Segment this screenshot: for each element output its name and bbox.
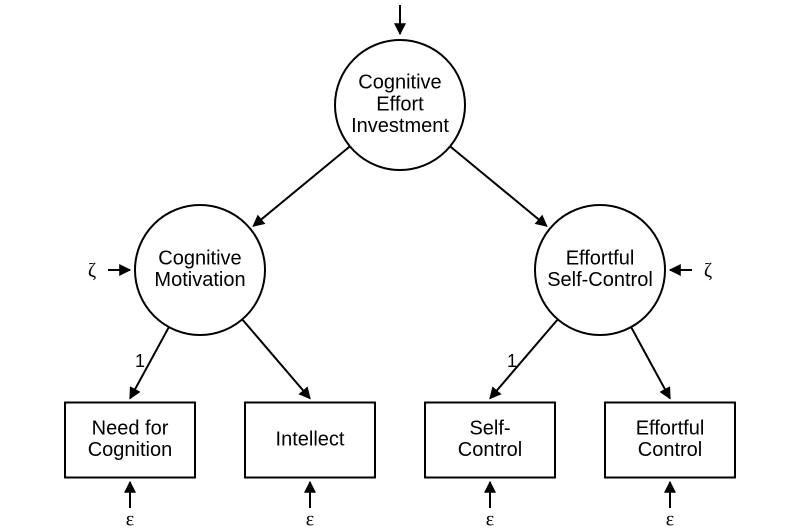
epsilon-label-1: ε [306, 509, 314, 530]
effsc-label-line: Effortful [566, 247, 635, 269]
cogmot-label-line: Motivation [154, 269, 245, 291]
root-label-line: Cognitive [358, 72, 441, 94]
zeta-right-label: ζ [704, 260, 712, 282]
diagram-canvas: CognitiveEffortInvestmentCognitiveMotiva… [0, 0, 800, 530]
zeta-left-label: ζ [88, 260, 96, 282]
epsilon-label-3: ε [666, 509, 674, 530]
effsc-label-line: Self-Control [547, 269, 653, 291]
nfc-label-line: Cognition [88, 439, 173, 461]
intel-label-line: Intellect [276, 428, 345, 450]
effc-label-line: Effortful [636, 417, 705, 439]
path-one-left: 1 [135, 351, 145, 371]
nfc-label-line: Need for [92, 417, 169, 439]
root-label-line: Effort [376, 93, 424, 115]
root-label-line: Investment [351, 115, 449, 137]
effc-label-line: Control [638, 439, 702, 461]
epsilon-label-0: ε [126, 509, 134, 530]
epsilon-label-2: ε [486, 509, 494, 530]
sc-label-line: Self- [469, 417, 510, 439]
path-one-right: 1 [507, 351, 517, 371]
sc-label-line: Control [458, 439, 522, 461]
cogmot-label-line: Cognitive [158, 247, 241, 269]
